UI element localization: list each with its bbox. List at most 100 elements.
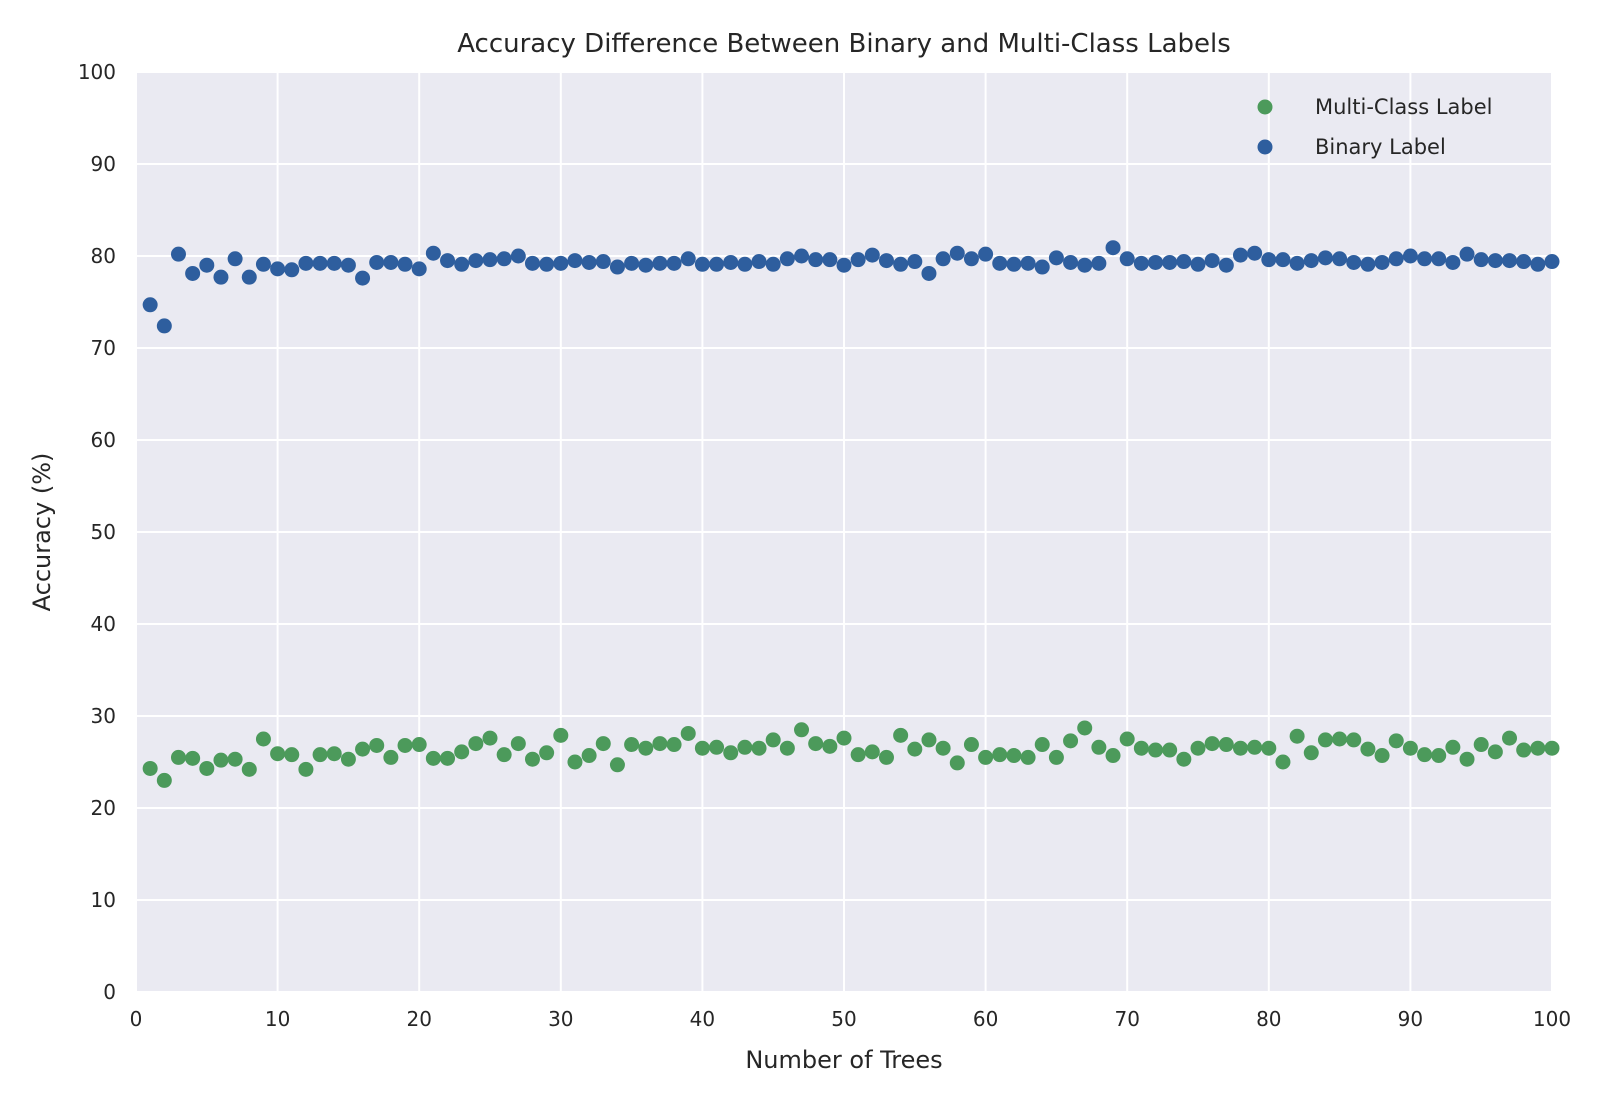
x-tick-label: 60 bbox=[973, 1007, 998, 1031]
data-point bbox=[893, 256, 909, 272]
data-point bbox=[1119, 251, 1135, 267]
data-point bbox=[425, 750, 441, 766]
data-point bbox=[907, 741, 923, 757]
data-point bbox=[1303, 253, 1319, 269]
data-point bbox=[383, 254, 399, 270]
data-point bbox=[270, 746, 286, 762]
series-0 bbox=[142, 720, 1560, 788]
data-point bbox=[1516, 742, 1532, 758]
data-point bbox=[1247, 245, 1263, 261]
data-point bbox=[836, 730, 852, 746]
data-point bbox=[1034, 737, 1050, 753]
data-point bbox=[1530, 256, 1546, 272]
data-point bbox=[680, 251, 696, 267]
data-point bbox=[1502, 730, 1518, 746]
data-point bbox=[694, 740, 710, 756]
data-point bbox=[694, 256, 710, 272]
data-point bbox=[524, 751, 540, 767]
data-point bbox=[1006, 256, 1022, 272]
data-point bbox=[822, 738, 838, 754]
data-point bbox=[1332, 251, 1348, 267]
data-point bbox=[765, 256, 781, 272]
data-point bbox=[1289, 255, 1305, 271]
x-axis-ticks: 0 10 20 30 40 50 60 70 80 90 100 bbox=[130, 1007, 1571, 1031]
data-point bbox=[1190, 256, 1206, 272]
data-point bbox=[1218, 257, 1234, 273]
data-point bbox=[397, 256, 413, 272]
data-point bbox=[1445, 739, 1461, 755]
data-point bbox=[355, 270, 371, 286]
data-point bbox=[1105, 748, 1121, 764]
data-point bbox=[921, 265, 937, 281]
legend: Multi-Class Label Binary Label bbox=[1257, 95, 1493, 159]
chart-title: Accuracy Difference Between Binary and M… bbox=[457, 29, 1231, 59]
data-point bbox=[255, 731, 271, 747]
legend-marker bbox=[1257, 139, 1273, 155]
data-point bbox=[440, 750, 456, 766]
data-point bbox=[992, 747, 1008, 763]
data-point bbox=[1176, 254, 1192, 270]
legend-marker bbox=[1257, 99, 1273, 115]
x-tick-label: 10 bbox=[265, 1007, 290, 1031]
data-point bbox=[709, 256, 725, 272]
data-point bbox=[199, 760, 215, 776]
data-point bbox=[921, 732, 937, 748]
data-point bbox=[1048, 250, 1064, 266]
data-point bbox=[369, 737, 385, 753]
y-tick-label: 10 bbox=[91, 888, 116, 912]
data-point bbox=[340, 257, 356, 273]
y-tick-label: 100 bbox=[78, 60, 116, 84]
x-tick-label: 100 bbox=[1533, 1007, 1571, 1031]
data-point bbox=[425, 245, 441, 261]
data-point bbox=[1105, 240, 1121, 256]
data-point bbox=[609, 259, 625, 275]
data-point bbox=[638, 740, 654, 756]
data-point bbox=[284, 262, 300, 278]
data-point bbox=[1487, 253, 1503, 269]
y-axis-ticks: 0 10 20 30 40 50 60 70 80 90 100 bbox=[78, 60, 116, 1004]
data-point bbox=[468, 253, 484, 269]
data-point bbox=[284, 747, 300, 763]
data-point bbox=[496, 747, 512, 763]
data-point bbox=[312, 747, 328, 763]
data-point bbox=[878, 749, 894, 765]
data-point bbox=[949, 245, 965, 261]
data-point bbox=[298, 761, 314, 777]
data-point bbox=[1487, 744, 1503, 760]
data-point bbox=[1317, 250, 1333, 266]
data-point bbox=[1006, 748, 1022, 764]
data-point bbox=[963, 737, 979, 753]
y-axis-label: Accuracy (%) bbox=[28, 453, 56, 612]
data-point bbox=[949, 755, 965, 771]
y-tick-label: 80 bbox=[91, 244, 116, 268]
data-point bbox=[595, 736, 611, 752]
data-point bbox=[1360, 256, 1376, 272]
data-point bbox=[1077, 720, 1093, 736]
data-point bbox=[1275, 252, 1291, 268]
x-tick-label: 70 bbox=[1114, 1007, 1139, 1031]
data-point bbox=[227, 751, 243, 767]
data-point bbox=[170, 246, 186, 262]
data-point bbox=[524, 255, 540, 271]
data-point bbox=[241, 761, 257, 777]
data-point bbox=[666, 737, 682, 753]
data-point bbox=[1063, 733, 1079, 749]
data-point bbox=[1190, 740, 1206, 756]
data-point bbox=[1275, 754, 1291, 770]
data-point bbox=[227, 251, 243, 267]
y-tick-label: 20 bbox=[91, 796, 116, 820]
data-point bbox=[1133, 740, 1149, 756]
data-point bbox=[369, 254, 385, 270]
data-point bbox=[1091, 255, 1107, 271]
data-point bbox=[1063, 254, 1079, 270]
data-point bbox=[142, 760, 158, 776]
data-point bbox=[440, 253, 456, 269]
x-tick-label: 50 bbox=[831, 1007, 856, 1031]
x-tick-label: 80 bbox=[1256, 1007, 1281, 1031]
data-point bbox=[1530, 740, 1546, 756]
data-point bbox=[638, 257, 654, 273]
data-point bbox=[850, 252, 866, 268]
data-point bbox=[411, 261, 427, 277]
data-point bbox=[1218, 737, 1234, 753]
